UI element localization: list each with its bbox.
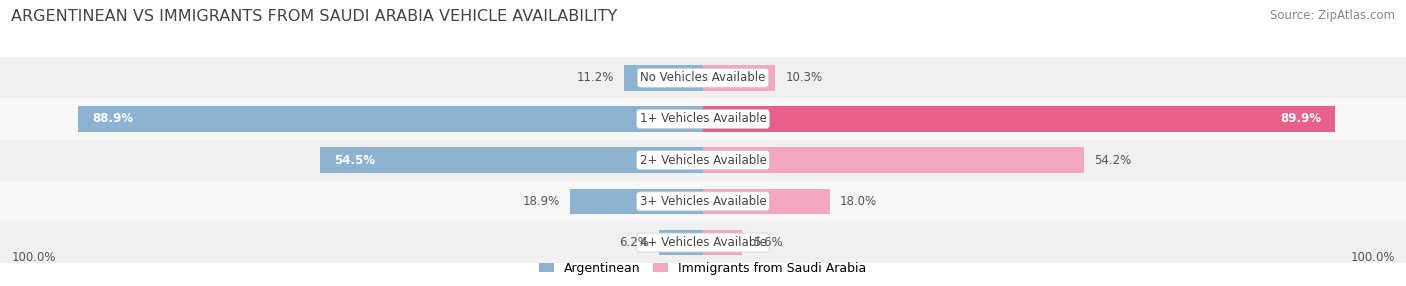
Bar [703,230,742,255]
Bar [0,98,1406,140]
Bar [321,147,703,173]
Bar [703,65,776,91]
Text: 5.6%: 5.6% [754,236,783,249]
Text: 1+ Vehicles Available: 1+ Vehicles Available [640,112,766,126]
Bar [571,188,703,214]
Text: ARGENTINEAN VS IMMIGRANTS FROM SAUDI ARABIA VEHICLE AVAILABILITY: ARGENTINEAN VS IMMIGRANTS FROM SAUDI ARA… [11,9,617,23]
Bar [77,106,703,132]
Text: 18.9%: 18.9% [523,195,560,208]
Bar [659,230,703,255]
Text: 10.3%: 10.3% [786,71,823,84]
Bar [0,140,1406,181]
Text: 3+ Vehicles Available: 3+ Vehicles Available [640,195,766,208]
Text: 100.0%: 100.0% [1350,251,1395,264]
Text: 11.2%: 11.2% [576,71,614,84]
Bar [703,188,830,214]
Text: 54.5%: 54.5% [335,154,375,167]
Text: Source: ZipAtlas.com: Source: ZipAtlas.com [1270,9,1395,21]
Text: 88.9%: 88.9% [91,112,134,126]
Bar [0,181,1406,222]
Text: 2+ Vehicles Available: 2+ Vehicles Available [640,154,766,167]
Bar [0,57,1406,98]
Legend: Argentinean, Immigrants from Saudi Arabia: Argentinean, Immigrants from Saudi Arabi… [534,257,872,280]
Text: 89.9%: 89.9% [1279,112,1322,126]
Text: 100.0%: 100.0% [11,251,56,264]
Bar [703,147,1084,173]
Bar [0,222,1406,263]
Text: 6.2%: 6.2% [619,236,650,249]
Text: 54.2%: 54.2% [1094,154,1132,167]
Text: 18.0%: 18.0% [841,195,877,208]
Bar [703,106,1336,132]
Text: 4+ Vehicles Available: 4+ Vehicles Available [640,236,766,249]
Text: No Vehicles Available: No Vehicles Available [640,71,766,84]
Bar [624,65,703,91]
